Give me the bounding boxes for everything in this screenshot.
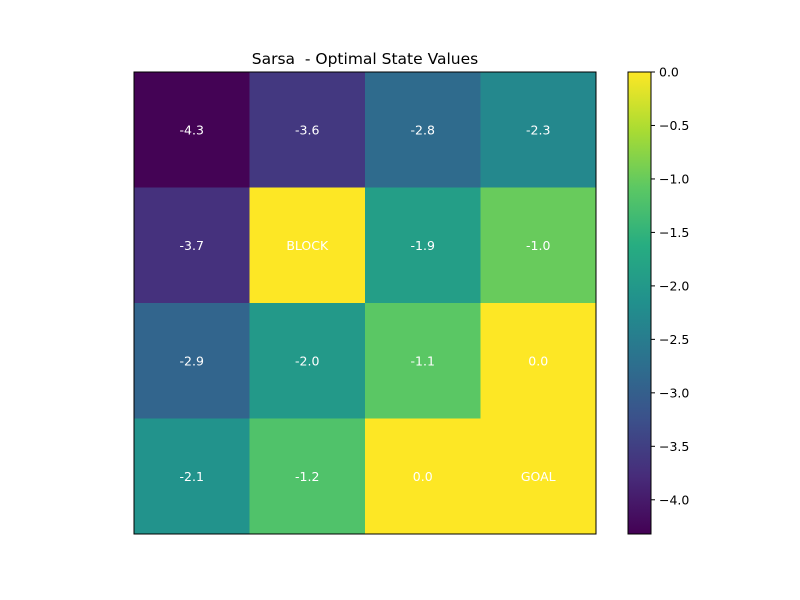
heatmap-cell [365,187,481,304]
heatmap-cell-label: -3.7 [180,238,204,253]
colorbar-tick-label: −2.5 [659,332,689,347]
heatmap-cell-label: 0.0 [413,469,433,484]
heatmap-cell [134,72,250,188]
colorbar-tick-label: −2.0 [659,278,689,293]
colorbar-frame [627,71,652,535]
heatmap-cell [480,303,597,419]
heatmap-cell-label: -2.1 [180,469,204,484]
colorbar-tick-label: −0.5 [659,118,689,133]
heatmap-cell-label: -1.0 [526,238,550,253]
heatmap-cell [249,418,366,535]
heatmap-cell [480,187,597,304]
colorbar: 0.0 −0.5 −1.0 −1.5 −2.0 −2.5 −3.0 −3.5 −4.0 [627,65,689,535]
heatmap-cell-label: -2.3 [526,122,550,137]
heatmap-cell-label: -4.3 [180,122,204,137]
heatmap-cell-label: -2.0 [295,353,319,368]
heatmap-cell [249,72,366,188]
colorbar-ticks: 0.0 −0.5 −1.0 −1.5 −2.0 −2.5 −3.0 −3.5 −4.0 [651,65,689,507]
heatmap-cell-label: -1.2 [295,469,319,484]
colorbar-tick-label: −3.0 [659,385,689,400]
heatmap-cell-labels: -4.3 -3.6 -2.8 -2.3 -3.7 BLOCK -1.9 -1.0 -2.9 -2.… [180,122,556,484]
heatmap-cell [249,303,366,419]
heatmap-cell-label: -3.6 [295,122,319,137]
heatmap-cell-label: 0.0 [528,353,548,368]
heatmap-cell [134,418,250,535]
colorbar-tick-label: −1.0 [659,171,689,186]
heatmap-cell-label: GOAL [521,469,556,484]
heatmap-cell [134,303,250,419]
heatmap-cells [134,72,597,535]
heatmap-cell [365,418,481,535]
heatmap-cell-label: -2.8 [411,122,435,137]
heatmap-cell [480,72,597,188]
colorbar-gradient [628,72,651,534]
heatmap-cell [480,418,597,535]
colorbar-tick-label: −3.5 [659,439,689,454]
heatmap-cell-label: BLOCK [286,238,329,253]
heatmap-cell [365,303,481,419]
plot-frame [133,71,597,535]
chart-title: Sarsa - Optimal State Values [252,50,479,68]
heatmap-cell [134,187,250,304]
colorbar-tick-label: −1.5 [659,225,689,240]
heatmap-cell-label: -1.9 [411,238,435,253]
heatmap-cell [365,72,481,188]
heatmap-cell [249,187,366,304]
heatmap-cell-label: -2.9 [180,353,204,368]
heatmap-cell-label: -1.1 [411,353,435,368]
colorbar-tick-label: −4.0 [659,492,689,507]
colorbar-tick-label: 0.0 [659,65,679,80]
